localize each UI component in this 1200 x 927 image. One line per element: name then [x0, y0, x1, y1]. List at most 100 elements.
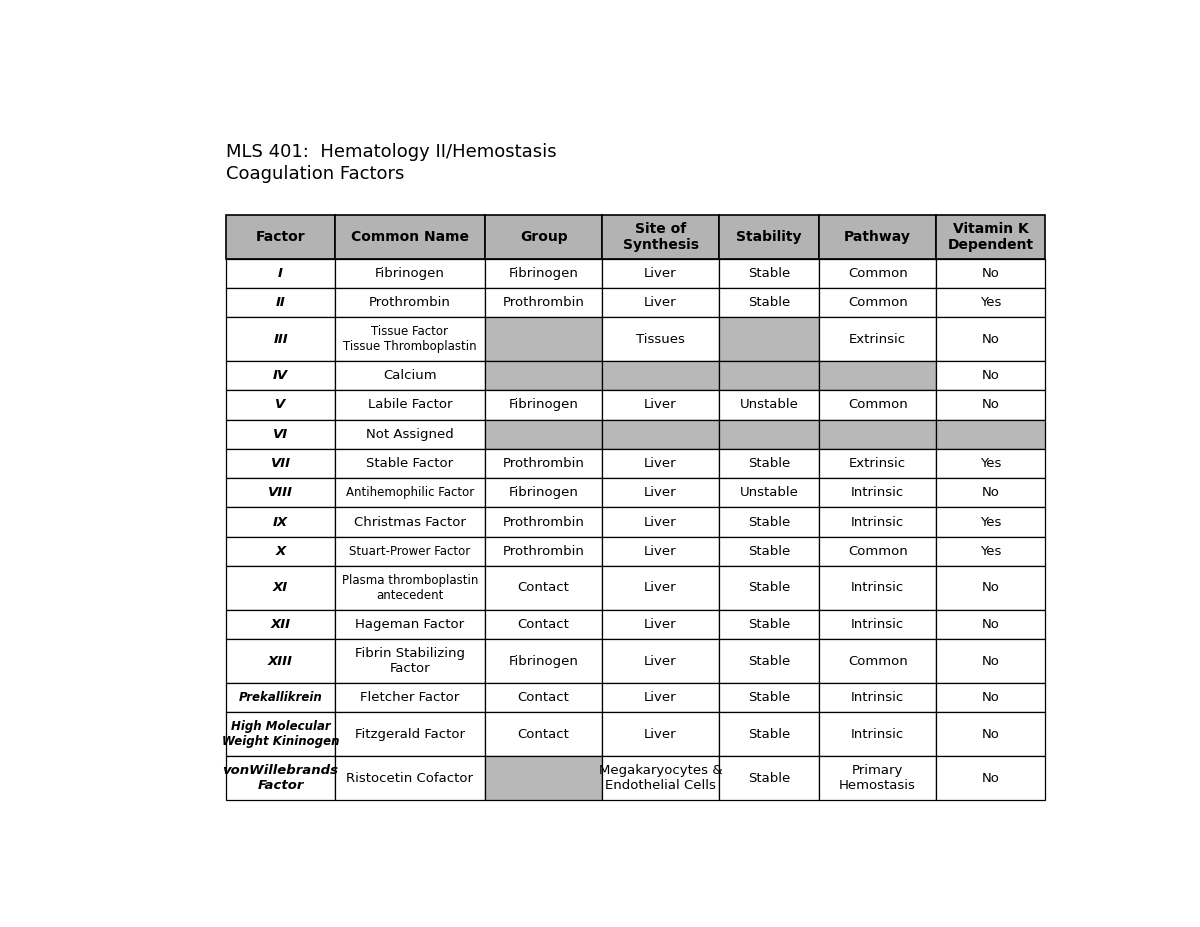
Text: Fibrin Stabilizing
Factor: Fibrin Stabilizing Factor — [355, 647, 464, 675]
Text: No: No — [982, 369, 1000, 382]
Bar — [719, 610, 820, 639]
Text: Fibrinogen: Fibrinogen — [509, 399, 578, 412]
Text: Common: Common — [847, 654, 907, 667]
Bar — [602, 215, 719, 259]
Bar — [820, 259, 936, 288]
Text: X: X — [276, 545, 286, 558]
Bar — [227, 537, 335, 565]
Bar — [936, 362, 1045, 390]
Bar — [602, 362, 719, 390]
Text: Stable: Stable — [748, 692, 791, 705]
Text: Yes: Yes — [979, 515, 1001, 528]
Text: Hageman Factor: Hageman Factor — [355, 618, 464, 631]
Bar — [820, 478, 936, 507]
Text: Labile Factor: Labile Factor — [367, 399, 452, 412]
Bar — [485, 215, 602, 259]
Bar — [820, 317, 936, 362]
Bar — [936, 683, 1045, 712]
Bar — [936, 288, 1045, 317]
Bar — [485, 390, 602, 420]
Text: Intrinsic: Intrinsic — [851, 581, 905, 594]
Text: Plasma thromboplastin
antecedent: Plasma thromboplastin antecedent — [342, 574, 478, 602]
Bar — [602, 507, 719, 537]
Text: Stable: Stable — [748, 654, 791, 667]
Text: XIII: XIII — [268, 654, 293, 667]
Text: No: No — [982, 267, 1000, 280]
Bar — [335, 712, 485, 756]
Bar — [820, 362, 936, 390]
Text: No: No — [982, 771, 1000, 784]
Bar — [227, 317, 335, 362]
Bar — [485, 683, 602, 712]
Bar — [227, 712, 335, 756]
Text: Stability: Stability — [737, 230, 802, 244]
Bar — [227, 683, 335, 712]
Text: Prekallikrein: Prekallikrein — [239, 692, 323, 705]
Bar — [335, 420, 485, 449]
Text: Liver: Liver — [644, 545, 677, 558]
Text: IV: IV — [272, 369, 288, 382]
Text: IX: IX — [272, 515, 288, 528]
Text: MLS 401:  Hematology II/Hemostasis: MLS 401: Hematology II/Hemostasis — [227, 144, 557, 161]
Bar — [485, 259, 602, 288]
Text: V: V — [276, 399, 286, 412]
Text: III: III — [274, 333, 288, 346]
Bar — [936, 259, 1045, 288]
Bar — [602, 756, 719, 800]
Bar — [936, 390, 1045, 420]
Text: Contact: Contact — [517, 618, 570, 631]
Bar — [602, 288, 719, 317]
Text: High Molecular
Weight Kininogen: High Molecular Weight Kininogen — [222, 720, 340, 748]
Text: Intrinsic: Intrinsic — [851, 515, 905, 528]
Bar — [335, 288, 485, 317]
Text: Yes: Yes — [979, 296, 1001, 309]
Bar — [602, 537, 719, 565]
Bar — [820, 449, 936, 478]
Bar — [719, 756, 820, 800]
Bar — [820, 507, 936, 537]
Text: Unstable: Unstable — [739, 399, 798, 412]
Text: No: No — [982, 581, 1000, 594]
Bar — [820, 390, 936, 420]
Text: Liver: Liver — [644, 581, 677, 594]
Bar — [335, 215, 485, 259]
Bar — [602, 610, 719, 639]
Bar — [936, 507, 1045, 537]
Bar — [227, 639, 335, 683]
Text: VI: VI — [272, 427, 288, 440]
Text: Fibrinogen: Fibrinogen — [509, 267, 578, 280]
Bar — [820, 712, 936, 756]
Text: Stable: Stable — [748, 457, 791, 470]
Bar — [719, 683, 820, 712]
Bar — [227, 478, 335, 507]
Text: Common: Common — [847, 267, 907, 280]
Text: Stable: Stable — [748, 728, 791, 741]
Bar — [485, 362, 602, 390]
Text: No: No — [982, 654, 1000, 667]
Text: Tissue Factor
Tissue Thromboplastin: Tissue Factor Tissue Thromboplastin — [343, 325, 476, 353]
Bar — [936, 565, 1045, 610]
Text: Intrinsic: Intrinsic — [851, 692, 905, 705]
Text: I: I — [278, 267, 283, 280]
Bar — [719, 449, 820, 478]
Bar — [936, 449, 1045, 478]
Text: Contact: Contact — [517, 692, 570, 705]
Text: Stable: Stable — [748, 581, 791, 594]
Bar — [602, 478, 719, 507]
Text: Christmas Factor: Christmas Factor — [354, 515, 466, 528]
Text: Intrinsic: Intrinsic — [851, 487, 905, 500]
Text: vonWillebrands
Factor: vonWillebrands Factor — [222, 764, 338, 792]
Text: Prothrombin: Prothrombin — [503, 457, 584, 470]
Text: No: No — [982, 399, 1000, 412]
Text: Unstable: Unstable — [739, 487, 798, 500]
Bar — [820, 639, 936, 683]
Bar — [719, 288, 820, 317]
Text: Common Name: Common Name — [350, 230, 469, 244]
Text: Extrinsic: Extrinsic — [850, 333, 906, 346]
Text: Tissues: Tissues — [636, 333, 685, 346]
Bar — [485, 288, 602, 317]
Bar — [227, 362, 335, 390]
Text: XI: XI — [272, 581, 288, 594]
Bar — [602, 565, 719, 610]
Bar — [936, 537, 1045, 565]
